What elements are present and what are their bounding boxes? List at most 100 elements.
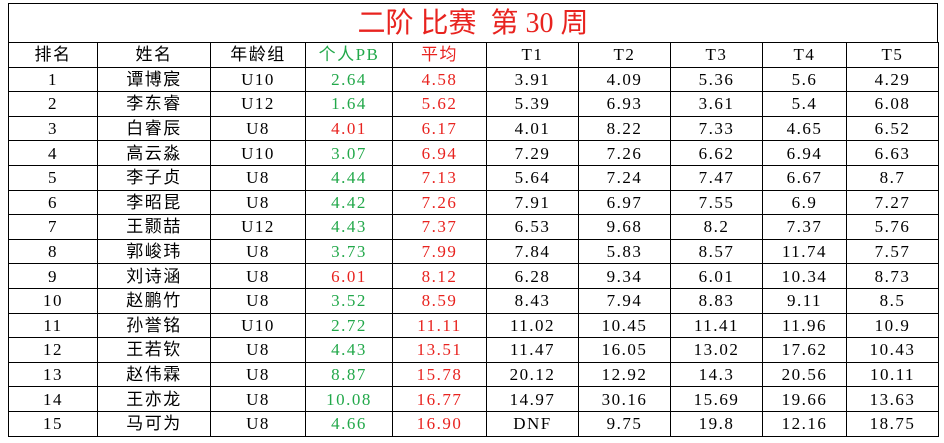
cell: 7.84 xyxy=(486,238,579,265)
cell: 6.62 xyxy=(670,140,763,166)
cell: 18.75 xyxy=(846,410,939,437)
cell: 赵鹏竹 xyxy=(97,287,211,314)
cell: 12.92 xyxy=(578,361,671,388)
cell: 7 xyxy=(8,214,98,240)
cell: 15 xyxy=(8,410,98,437)
header-cell: 姓名 xyxy=(97,42,211,68)
cell: 10.11 xyxy=(846,361,939,388)
cell: 5.4 xyxy=(762,91,847,117)
cell: 7.29 xyxy=(486,140,579,166)
cell: 9.75 xyxy=(578,410,671,437)
cell: 4.44 xyxy=(305,164,393,191)
cell: 6.94 xyxy=(392,140,487,166)
cell: 12.16 xyxy=(762,410,847,437)
cell: 8.57 xyxy=(670,238,763,265)
cell: 10.45 xyxy=(578,312,671,339)
cell: 16.90 xyxy=(392,410,487,437)
cell: 7.37 xyxy=(762,214,847,240)
cell: 4.42 xyxy=(305,189,393,216)
cell: 6.67 xyxy=(762,164,847,191)
cell: 5.39 xyxy=(486,91,579,117)
row: 7 王颢喆 U12 4.43 7.37 6.53 9.68 8.2 7.37 5.76 xyxy=(8,214,939,240)
cell: 9.68 xyxy=(578,214,671,240)
cell: 8.12 xyxy=(392,263,487,289)
cell: 11 xyxy=(8,312,98,339)
cell: 9.11 xyxy=(762,287,847,314)
cell: 7.94 xyxy=(578,287,671,314)
cell: 5.83 xyxy=(578,238,671,265)
cell: 李子贞 xyxy=(97,164,211,191)
cell: 13.02 xyxy=(670,337,763,363)
cell: 王若钦 xyxy=(97,337,211,363)
cell: 7.13 xyxy=(392,164,487,191)
cell: 20.56 xyxy=(762,361,847,388)
cell: 7.27 xyxy=(846,189,939,216)
cell: 14.97 xyxy=(486,386,579,412)
cell: 19.66 xyxy=(762,386,847,412)
cell: U10 xyxy=(210,312,306,339)
cell: 10.34 xyxy=(762,263,847,289)
cell: U8 xyxy=(210,337,306,363)
cell: 4.43 xyxy=(305,214,393,240)
header-cell: T3 xyxy=(670,42,763,68)
cell: 谭博宸 xyxy=(97,66,211,93)
header-cell: 年龄组 xyxy=(210,42,306,68)
cell: 11.41 xyxy=(670,312,763,339)
cell: 13 xyxy=(8,361,98,388)
cell: 8.5 xyxy=(846,287,939,314)
cell: 4.66 xyxy=(305,410,393,437)
row: 3 白睿辰 U8 4.01 6.17 4.01 8.22 7.33 4.65 6.52 xyxy=(8,115,939,142)
cell: 6.93 xyxy=(578,91,671,117)
cell: 7.24 xyxy=(578,164,671,191)
cell: 15.69 xyxy=(670,386,763,412)
cell: 19.8 xyxy=(670,410,763,437)
cell: 高云淼 xyxy=(97,140,211,166)
title: 二阶 比赛 第 30 周 xyxy=(8,3,938,42)
cell: 6.9 xyxy=(762,189,847,216)
cell: 6.63 xyxy=(846,140,939,166)
row: 15 马可为 U8 4.66 16.90 DNF 9.75 19.8 12.16 18.75 xyxy=(8,410,939,437)
cell: 8.22 xyxy=(578,115,671,142)
sheet: 二阶 比赛 第 30 周 排名 姓名 年龄组 个人PB 平均 T1 T2 T3 T4 T5 1 谭博宸… xyxy=(8,3,939,437)
cell: 15.78 xyxy=(392,361,487,388)
cell: 8.59 xyxy=(392,287,487,314)
cell: 17.62 xyxy=(762,337,847,363)
cell: 11.11 xyxy=(392,312,487,339)
cell: 1.64 xyxy=(305,91,393,117)
cell: 3 xyxy=(8,115,98,142)
cell: 5.76 xyxy=(846,214,939,240)
row: 8 郭峻玮 U8 3.73 7.99 7.84 5.83 8.57 11.74 7.57 xyxy=(8,238,939,265)
cell: 9 xyxy=(8,263,98,289)
cell: 2 xyxy=(8,91,98,117)
cell: 11.02 xyxy=(486,312,579,339)
cell: 3.07 xyxy=(305,140,393,166)
cell: 5.64 xyxy=(486,164,579,191)
cell: 7.99 xyxy=(392,238,487,265)
cell: 6.01 xyxy=(305,263,393,289)
cell: 4.65 xyxy=(762,115,847,142)
cell: 14 xyxy=(8,386,98,412)
cell: 13.63 xyxy=(846,386,939,412)
row: 14 王亦龙 U8 10.08 16.77 14.97 30.16 15.69 19.66 13.… xyxy=(8,386,939,412)
cell: U12 xyxy=(210,91,306,117)
row: 13 赵伟霖 U8 8.87 15.78 20.12 12.92 14.3 20.56 10.11 xyxy=(8,361,939,388)
cell: 12 xyxy=(8,337,98,363)
cell: 4.58 xyxy=(392,66,487,93)
cell: 13.51 xyxy=(392,337,487,363)
cell: 马可为 xyxy=(97,410,211,437)
cell: 1 xyxy=(8,66,98,93)
results-table: 排名 姓名 年龄组 个人PB 平均 T1 T2 T3 T4 T5 1 谭博宸 U10 2.64 4.58 3.… xyxy=(8,42,939,437)
header-cell: 平均 xyxy=(392,42,487,68)
cell: 李昭昆 xyxy=(97,189,211,216)
row: 5 李子贞 U8 4.44 7.13 5.64 7.24 7.47 6.67 8.7 xyxy=(8,164,939,191)
cell: 3.52 xyxy=(305,287,393,314)
cell: 3.73 xyxy=(305,238,393,265)
row: 4 高云淼 U10 3.07 6.94 7.29 7.26 6.62 6.94 6.63 xyxy=(8,140,939,166)
row: 6 李昭昆 U8 4.42 7.26 7.91 6.97 7.55 6.9 7.27 xyxy=(8,189,939,216)
header-cell: 个人PB xyxy=(305,42,393,68)
cell: 10.08 xyxy=(305,386,393,412)
cell: 6.52 xyxy=(846,115,939,142)
cell: 11.47 xyxy=(486,337,579,363)
cell: 3.91 xyxy=(486,66,579,93)
